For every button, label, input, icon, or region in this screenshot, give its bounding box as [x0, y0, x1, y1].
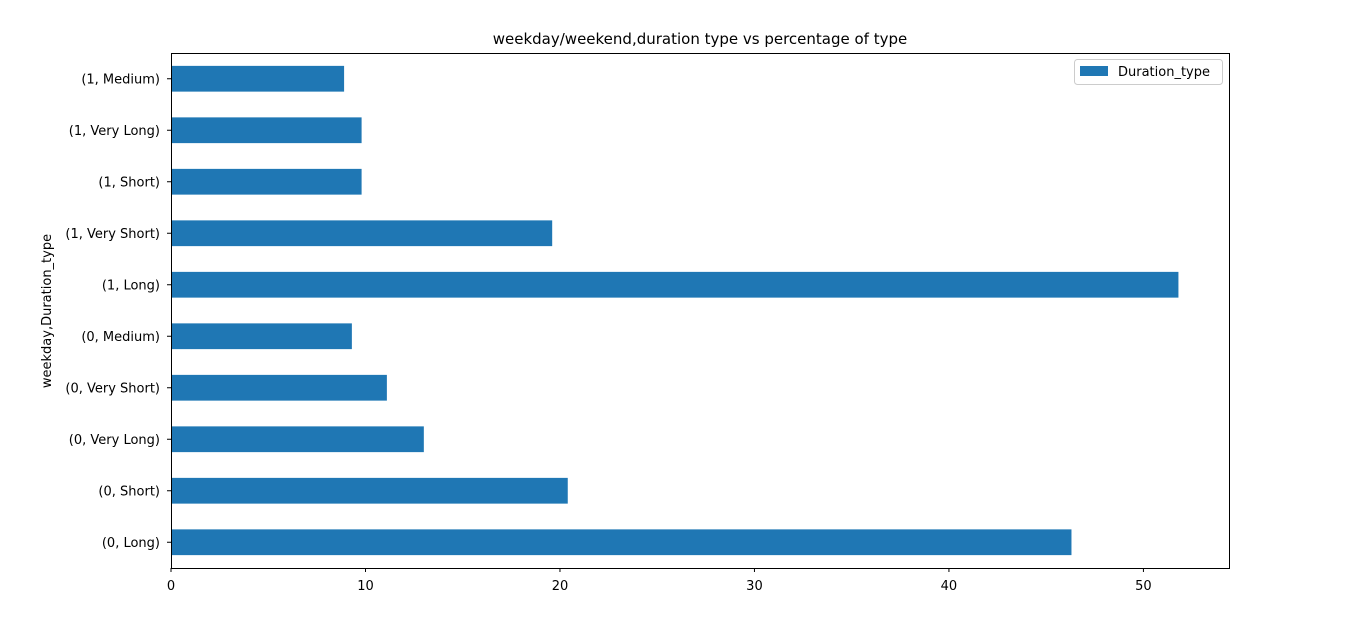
bar [171, 168, 362, 195]
y-tick-label: (1, Short) [98, 175, 160, 190]
legend-swatch [1080, 66, 1108, 76]
legend: Duration_type [1074, 59, 1223, 85]
x-tick-label: 10 [357, 579, 374, 594]
x-tick-label: 0 [167, 579, 175, 594]
x-tick-label: 50 [1135, 579, 1152, 594]
chart-title: weekday/weekend,duration type vs percent… [493, 30, 907, 48]
bar [171, 529, 1072, 556]
bar [171, 220, 553, 247]
bar [171, 65, 345, 92]
y-axis-label: weekday,Duration_type [40, 234, 55, 388]
y-tick-label: (1, Very Short) [65, 227, 160, 242]
x-ticks-layer: 0 10 20 30 40 50 [167, 568, 1152, 594]
y-tick-label: (0, Very Short) [65, 381, 160, 396]
bar [171, 374, 387, 401]
y-tick-label: (0, Very Long) [69, 433, 160, 448]
y-tick-label: (0, Medium) [81, 330, 160, 345]
bar [171, 323, 352, 350]
bars-layer [171, 65, 1179, 556]
y-tick-label: (1, Medium) [81, 72, 160, 87]
y-tick-label: (1, Long) [102, 278, 160, 293]
y-tick-label: (0, Short) [98, 484, 160, 499]
bar [171, 477, 568, 504]
plot-frame [171, 53, 1230, 569]
x-tick-label: 20 [552, 579, 569, 594]
legend-label: Duration_type [1118, 65, 1210, 80]
bar [171, 117, 362, 144]
x-tick-label: 40 [941, 579, 958, 594]
x-tick-label: 30 [746, 579, 763, 594]
legend-box [1074, 59, 1223, 85]
y-tick-label: (0, Long) [102, 536, 160, 551]
bar [171, 426, 424, 453]
bar [171, 271, 1179, 298]
y-ticks-layer: (0, Long) (0, Short) (0, Very Long) (0, Ver… [65, 72, 171, 551]
y-tick-label: (1, Very Long) [69, 124, 160, 139]
